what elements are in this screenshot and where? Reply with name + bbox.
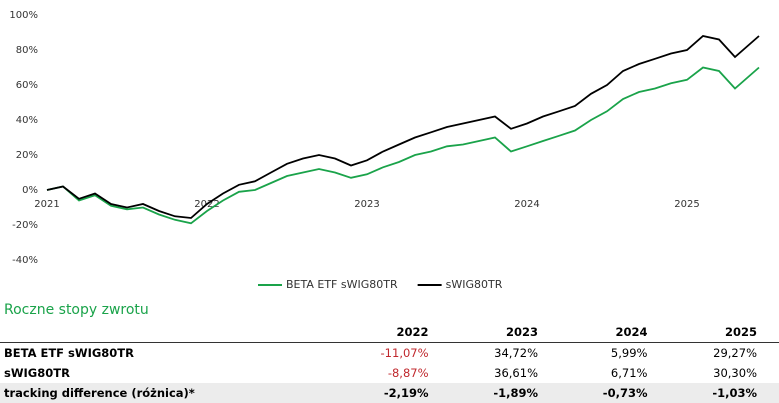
section-title: Roczne stopy zwrotu — [4, 302, 149, 318]
x-tick-label: 2021 — [34, 199, 59, 210]
cell: 34,72% — [494, 346, 538, 360]
row: tracking difference (różnica)* -2,19% -1,… — [0, 383, 779, 403]
x-tick-label: 2024 — [514, 199, 539, 210]
cell: -1,89% — [450, 383, 560, 403]
series-line — [46, 66, 760, 225]
row-label: BETA ETF sWIG80TR — [4, 346, 134, 360]
header-cell: 2023 — [450, 322, 560, 343]
row-label: sWIG80TR — [4, 366, 70, 380]
header-cell: 2024 — [560, 322, 670, 343]
cell: 36,61% — [494, 366, 538, 380]
cell: -1,03% — [669, 383, 779, 403]
returns-table: 2022 2023 2024 2025 BETA ETF sWIG80TR -11,0… — [0, 322, 779, 403]
row-label: tracking difference (różnica)* — [0, 383, 336, 403]
x-tick-label: 2025 — [674, 199, 699, 210]
y-tick-label: 40% — [16, 115, 38, 126]
series-line — [46, 35, 760, 219]
y-tick-label: -20% — [12, 220, 38, 231]
legend-label: sWIG80TR — [446, 278, 503, 291]
y-tick-label: -40% — [12, 255, 38, 266]
cell: 6,71% — [610, 366, 648, 380]
chart: -40%-20%0%20%40%60%80%100%2021 2022 2023 20… — [9, 10, 760, 291]
y-tick-label: 100% — [9, 10, 38, 21]
cell: 29,27% — [713, 346, 757, 360]
header-row: 2022 2023 2024 2025 — [0, 322, 779, 343]
legend-label: BETA ETF sWIG80TR — [286, 278, 398, 291]
y-tick-label: 0% — [22, 185, 38, 196]
header-empty — [0, 322, 336, 343]
y-tick-label: 20% — [16, 150, 38, 161]
y-tick-label: 60% — [16, 80, 38, 91]
cell: 5,99% — [610, 346, 648, 360]
header-cell: 2025 — [669, 322, 779, 343]
x-tick-label: 2023 — [354, 199, 379, 210]
cell: -2,19% — [335, 383, 451, 403]
cell: -0,73% — [560, 383, 670, 403]
cell: -8,87% — [387, 366, 429, 380]
cell: 30,30% — [713, 366, 757, 380]
header-cell: 2022 — [335, 322, 451, 343]
cell: -11,07% — [380, 346, 429, 360]
row: BETA ETF sWIG80TR -11,07% 34,72% 5,99% 29,2… — [0, 343, 779, 364]
row: sWIG80TR -8,87% 36,61% 6,71% 30,30% — [0, 363, 779, 383]
y-tick-label: 80% — [16, 45, 38, 56]
